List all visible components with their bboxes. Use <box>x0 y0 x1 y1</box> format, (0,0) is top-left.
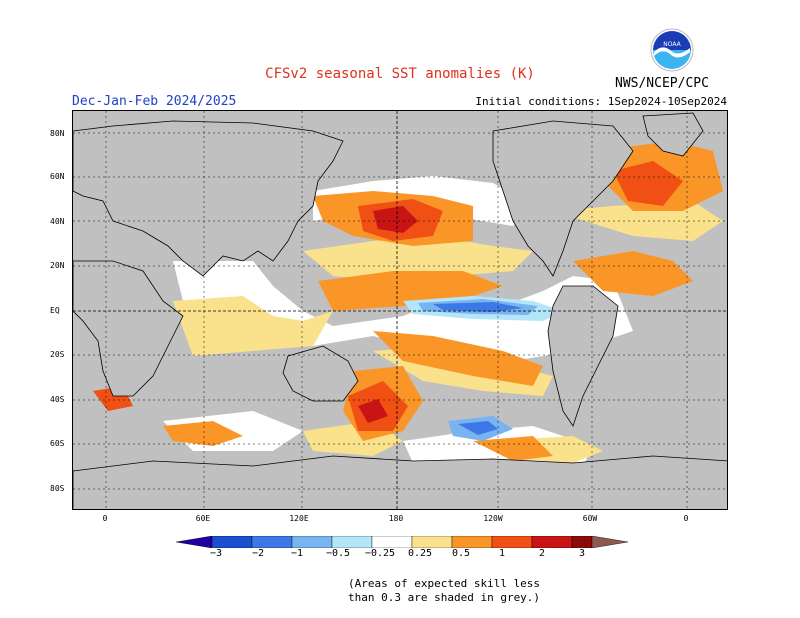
footnote-line: than 0.3 are shaded in grey.) <box>348 591 541 604</box>
agency-label: NWS/NCEP/CPC <box>615 76 709 91</box>
colorbar-segment <box>531 536 573 548</box>
colorbar-segment <box>451 536 493 548</box>
colorbar-label: −1 <box>290 548 304 559</box>
lon-label: 120W <box>483 514 503 523</box>
anomaly-cold <box>403 296 563 441</box>
colorbar-segment <box>331 536 373 548</box>
noaa-logo-icon: NOAA <box>650 28 694 72</box>
lat-label: 20N <box>50 261 65 270</box>
colorbar-label: 3 <box>578 548 586 559</box>
colorbar <box>176 536 628 548</box>
colorbar-label: 1 <box>498 548 506 559</box>
lat-label: EQ <box>50 306 60 315</box>
lat-label: 80N <box>50 129 65 138</box>
colorbar-segment <box>251 536 293 548</box>
initial-conditions: Initial conditions: 1Sep2024-10Sep2024 <box>475 95 727 108</box>
lon-label: 0 <box>683 514 689 523</box>
colorbar-label: −0.25 <box>364 548 396 559</box>
lat-label: 40N <box>50 217 65 226</box>
colorbar-label: 2 <box>538 548 546 559</box>
sst-anomaly-map <box>72 110 728 510</box>
anomaly-extreme-warm <box>358 206 418 423</box>
colorbar-label: −2 <box>251 548 265 559</box>
land <box>73 112 727 509</box>
footnote-line: (Areas of expected skill less <box>348 577 541 590</box>
lat-label: 80S <box>50 484 65 493</box>
graticule <box>73 111 727 509</box>
lat-label: 40S <box>50 395 65 404</box>
colorbar-segment <box>591 536 628 548</box>
colorbar-label: 0.5 <box>451 548 471 559</box>
colorbar-label: −3 <box>209 548 223 559</box>
lon-label: 120E <box>289 514 309 523</box>
colorbar-label: 0.25 <box>407 548 433 559</box>
chart-title: CFSv2 seasonal SST anomalies (K) <box>265 66 535 82</box>
colorbar-segment <box>411 536 453 548</box>
lon-label: 60W <box>582 514 598 523</box>
lat-label: 60S <box>50 439 65 448</box>
lon-label: 0 <box>102 514 108 523</box>
colorbar-segment <box>571 536 593 548</box>
colorbar-label: −0.5 <box>325 548 351 559</box>
colorbar-segment <box>491 536 533 548</box>
colorbar-segment <box>176 536 213 548</box>
skill-footnote: (Areas of expected skill less than 0.3 a… <box>348 577 540 605</box>
lat-label: 20S <box>50 350 65 359</box>
colorbar-segment <box>291 536 333 548</box>
map-canvas <box>73 111 727 509</box>
colorbar-segment <box>211 536 253 548</box>
season-label: Dec-Jan-Feb 2024/2025 <box>72 94 237 109</box>
logo-text: NOAA <box>663 41 681 48</box>
equator-and-dateline <box>73 111 727 509</box>
colorbar-segment <box>371 536 413 548</box>
lon-label: 60E <box>195 514 211 523</box>
lon-label: 180 <box>388 514 404 523</box>
lat-label: 60N <box>50 172 65 181</box>
